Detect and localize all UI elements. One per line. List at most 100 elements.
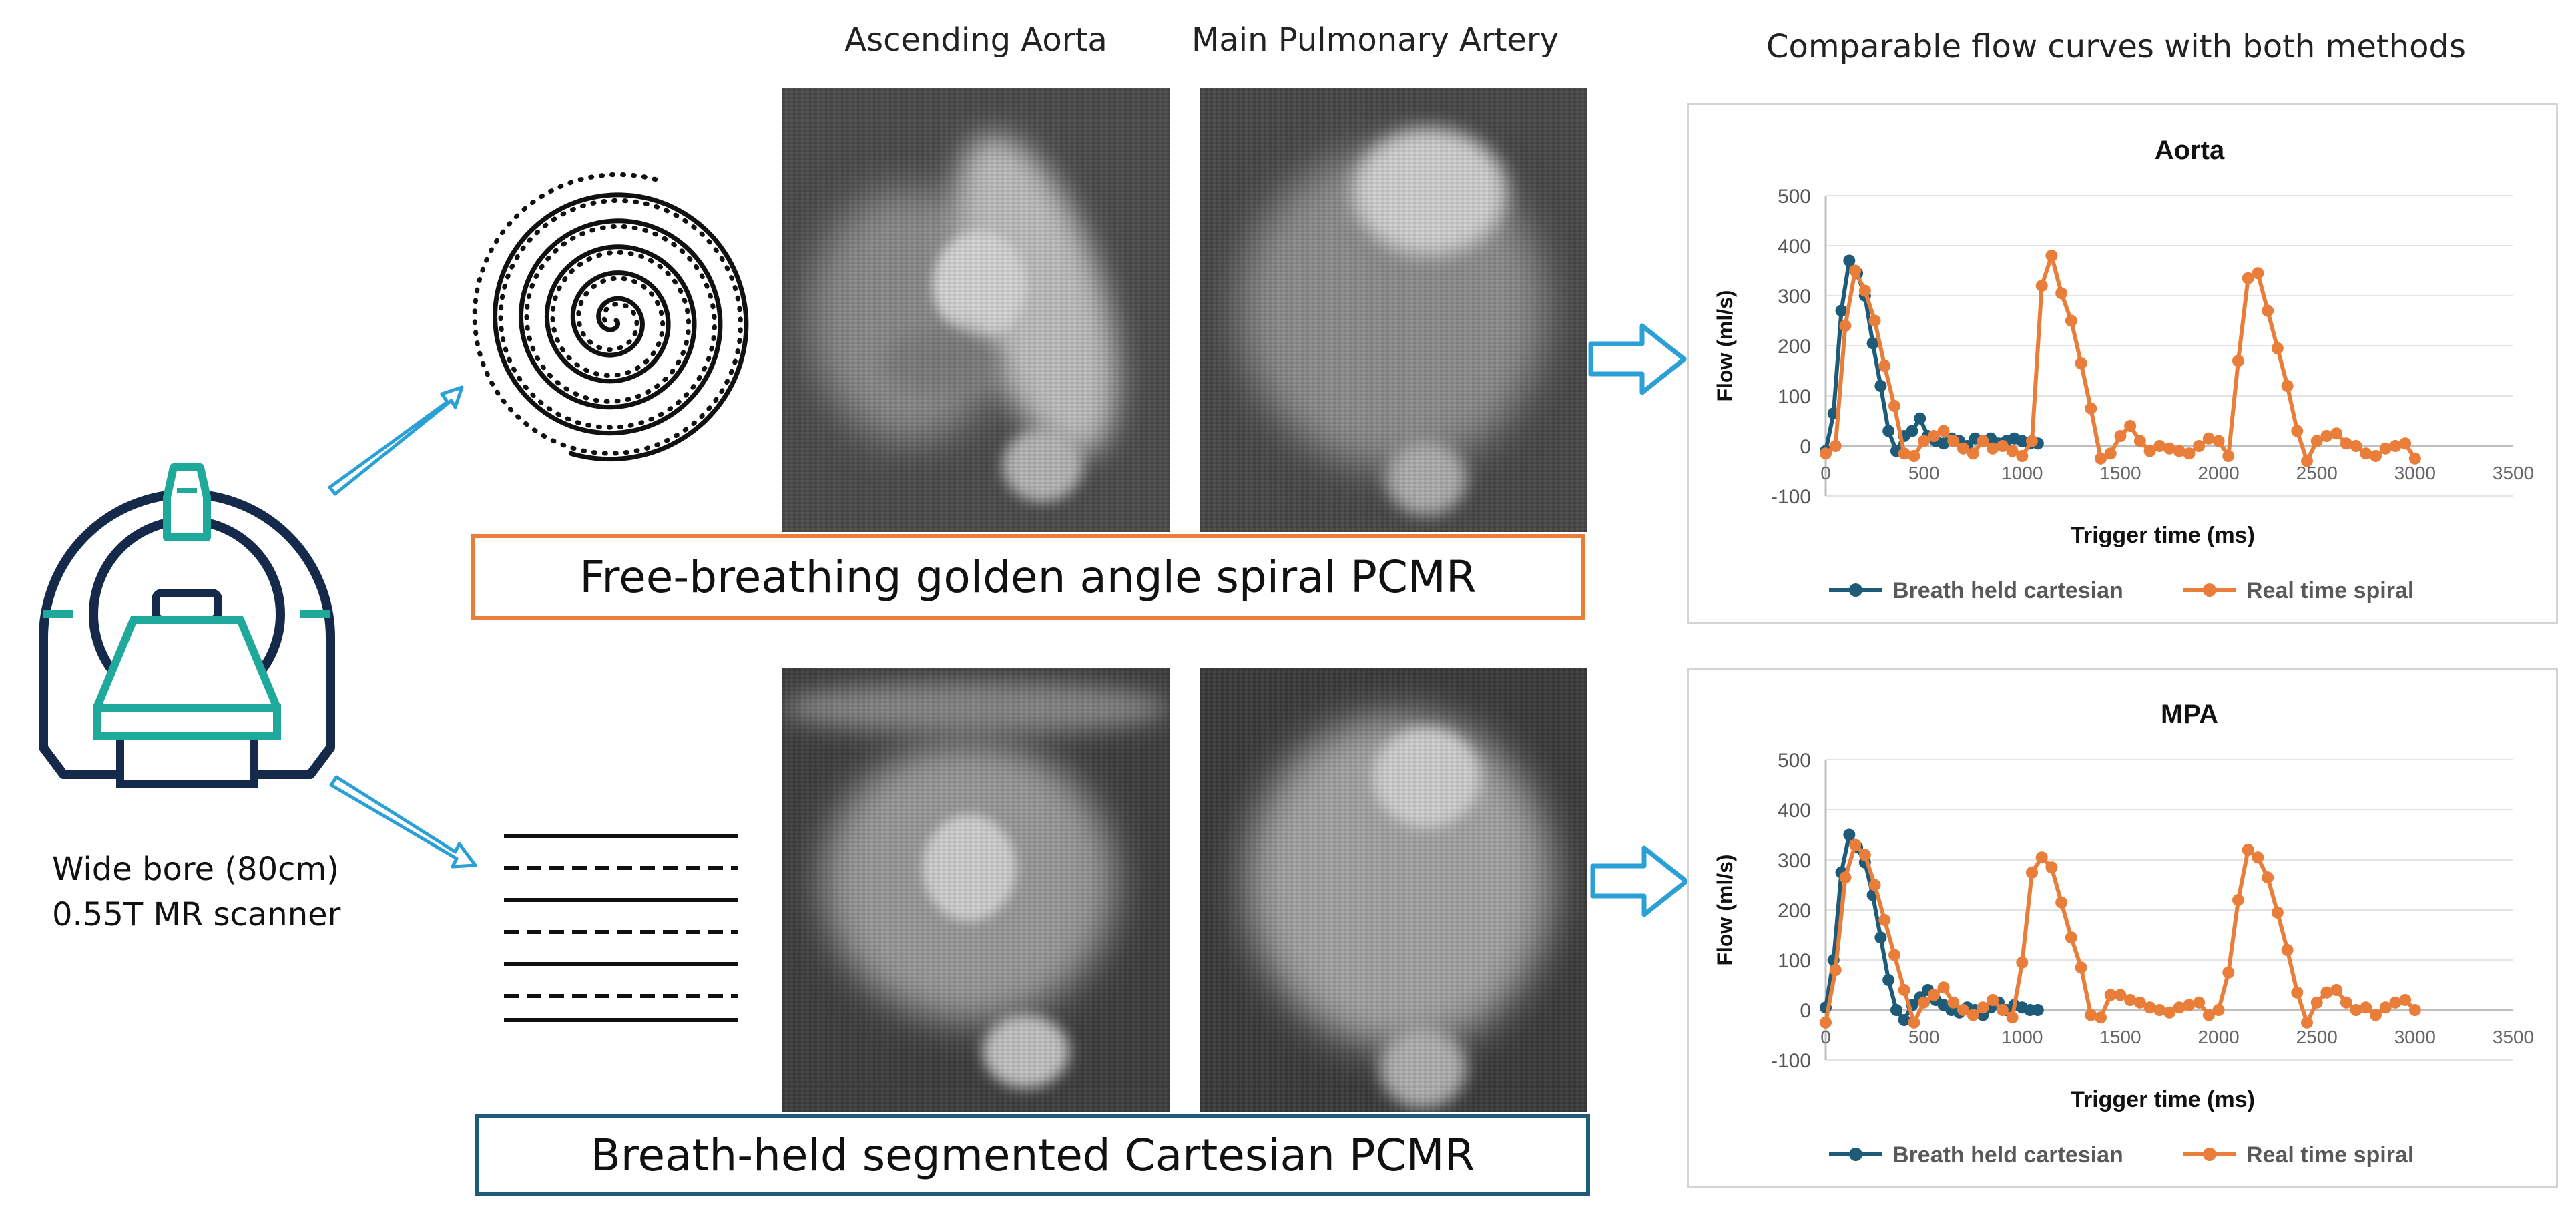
mri-image-cartesian-mpa xyxy=(1200,668,1587,1112)
data-point xyxy=(2370,450,2382,462)
data-point xyxy=(2026,866,2038,879)
data-point xyxy=(1820,1016,1832,1029)
data-point xyxy=(1908,450,1920,462)
data-point xyxy=(2320,430,2333,442)
data-point xyxy=(2320,986,2333,999)
y-tick-label: -100 xyxy=(1771,486,1811,508)
data-point xyxy=(2026,435,2038,447)
data-point xyxy=(1868,314,1881,327)
data-point xyxy=(2085,402,2097,415)
data-point xyxy=(2133,435,2146,447)
data-point xyxy=(2075,357,2087,370)
legend-swatch-marker xyxy=(2203,1148,2216,1161)
x-tick-label: 3000 xyxy=(2394,1027,2436,1047)
data-point xyxy=(1849,264,1862,277)
data-point xyxy=(2212,1004,2225,1016)
x-tick-label: 0 xyxy=(1820,1027,1831,1047)
mri-scanner-icon xyxy=(39,463,335,788)
data-point xyxy=(1858,284,1871,297)
data-point xyxy=(1878,914,1891,926)
data-point xyxy=(2389,996,2402,1009)
data-point xyxy=(1957,1004,1969,1016)
data-point xyxy=(2408,1004,2421,1016)
spiral-trajectory-icon xyxy=(472,172,749,462)
y-tick-label: 400 xyxy=(1778,800,1811,822)
scanner-label-line1: Wide bore (80cm) xyxy=(52,851,339,888)
y-tick-label: -100 xyxy=(1771,1050,1811,1072)
arrow-to-spiral-icon xyxy=(328,385,464,496)
data-point xyxy=(2202,432,2215,445)
data-point xyxy=(2016,956,2029,969)
data-point xyxy=(1996,440,2009,452)
data-point xyxy=(2104,447,2117,460)
scanner-label-line2: 0.55T MR scanner xyxy=(52,896,341,933)
data-point xyxy=(2193,996,2206,1009)
data-point xyxy=(2124,420,2137,432)
cartesian-method-box: Breath-held segmented Cartesian PCMR xyxy=(475,1114,1590,1196)
data-point xyxy=(2301,455,2313,467)
data-point xyxy=(1878,360,1891,372)
data-point xyxy=(1908,1016,1920,1029)
data-point xyxy=(2153,1004,2166,1016)
data-point xyxy=(1977,1001,1989,1014)
y-tick-label: 400 xyxy=(1778,236,1811,258)
data-point xyxy=(2310,996,2323,1009)
data-point xyxy=(1898,984,1910,996)
data-point xyxy=(2006,1011,2019,1024)
y-tick-label: 500 xyxy=(1778,186,1811,208)
spiral-method-box: Free-breathing golden angle spiral PCMR xyxy=(471,534,1585,620)
data-point xyxy=(2340,437,2352,450)
y-axis-label: Flow (ml/s) xyxy=(1713,854,1737,965)
data-point xyxy=(2291,425,2304,437)
y-tick-label: 200 xyxy=(1778,900,1811,922)
legend-label: Real time spiral xyxy=(2246,1142,2414,1168)
data-point xyxy=(1820,447,1832,460)
data-point xyxy=(2222,966,2235,979)
data-point xyxy=(2183,447,2196,460)
data-point xyxy=(1858,849,1871,861)
data-point xyxy=(2114,430,2127,442)
data-point xyxy=(2360,447,2372,460)
data-point xyxy=(2379,442,2392,455)
data-point xyxy=(2340,996,2352,1009)
data-point xyxy=(1906,425,1918,437)
y-tick-label: 300 xyxy=(1778,286,1811,308)
main-pulmonary-artery-label: Main Pulmonary Artery xyxy=(1191,21,1559,59)
data-point xyxy=(2085,1009,2097,1021)
series-line-cartesian xyxy=(1824,258,2038,453)
data-point xyxy=(2095,452,2107,465)
data-point xyxy=(1914,412,1926,425)
legend-label: Breath held cartesian xyxy=(1892,578,2123,604)
data-point xyxy=(2202,1009,2215,1021)
x-tick-label: 500 xyxy=(1908,463,1940,483)
data-point xyxy=(1888,949,1900,961)
data-point xyxy=(2379,1001,2392,1014)
x-tick-label: 2000 xyxy=(2198,463,2239,483)
data-point xyxy=(2133,996,2146,1009)
x-tick-label: 500 xyxy=(1908,1027,1940,1047)
data-point xyxy=(2143,1001,2156,1014)
data-point xyxy=(1918,996,1930,1009)
x-axis-label: Trigger time (ms) xyxy=(2071,1087,2255,1112)
x-tick-label: 0 xyxy=(1820,463,1831,483)
data-point xyxy=(2360,1001,2372,1014)
data-point xyxy=(2065,314,2077,327)
data-point xyxy=(2281,944,2294,956)
data-point xyxy=(1927,989,1940,1001)
data-point xyxy=(2193,440,2206,452)
data-point xyxy=(1829,964,1842,976)
legend-label: Breath held cartesian xyxy=(1892,1142,2123,1168)
data-point xyxy=(2095,1011,2107,1024)
data-point xyxy=(2291,986,2304,999)
mri-image-spiral-mpa xyxy=(1200,88,1587,532)
x-axis-label: Trigger time (ms) xyxy=(2071,523,2255,548)
y-tick-label: 300 xyxy=(1778,850,1811,872)
data-point xyxy=(1977,435,1989,447)
data-point xyxy=(1829,440,1842,452)
y-tick-label: 100 xyxy=(1778,950,1811,972)
data-point xyxy=(1957,442,1969,455)
x-tick-label: 2500 xyxy=(2296,1027,2338,1047)
data-point xyxy=(2104,989,2117,1001)
data-point xyxy=(1987,442,1999,455)
data-point xyxy=(2055,287,2068,300)
